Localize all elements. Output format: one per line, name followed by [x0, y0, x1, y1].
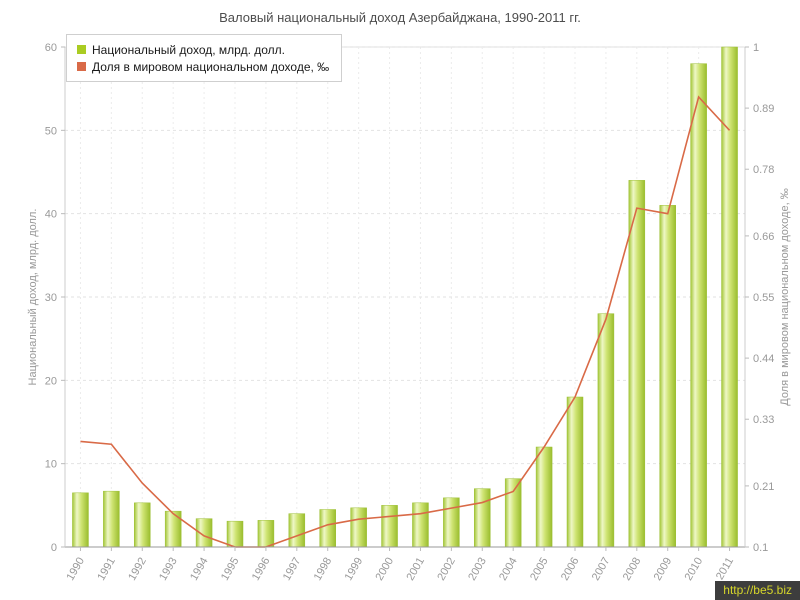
line-series-swatch — [77, 62, 86, 71]
x-tick-label: 1990 — [64, 556, 87, 583]
left-tick-label: 20 — [45, 375, 57, 387]
line-share — [80, 95, 731, 548]
x-tick-label: 2003 — [466, 556, 489, 583]
bar-series-label: Национальный доход, млрд. долл. — [92, 42, 285, 57]
left-tick-label: 0 — [51, 542, 57, 554]
x-tick-label: 2010 — [683, 556, 706, 583]
bar-1999 — [350, 507, 367, 548]
bar-2010 — [690, 63, 707, 548]
bar-1997 — [288, 513, 306, 548]
right-tick-label: 0.44 — [753, 353, 774, 365]
bar-2000 — [381, 505, 398, 548]
x-tick-label: 2001 — [404, 556, 427, 583]
x-tick-label: 1993 — [157, 556, 180, 583]
x-tick-label: 2011 — [714, 556, 736, 582]
bar-2003 — [474, 488, 491, 548]
x-tick-label: 2008 — [621, 556, 644, 583]
x-tick-label: 2002 — [435, 556, 458, 583]
left-tick-label: 40 — [45, 209, 57, 221]
x-tick-label: 1991 — [95, 556, 118, 583]
legend-item-share: Доля в мировом национальном доходе, ‰ — [77, 58, 329, 75]
left-axis-title: Национальный доход, млрд. долл. — [27, 209, 39, 386]
x-tick-label: 2000 — [374, 556, 397, 583]
right-tick-label: 0.1 — [753, 542, 768, 554]
bar-2002 — [443, 497, 460, 548]
x-tick-label: 2007 — [590, 556, 613, 583]
x-tick-label: 1997 — [281, 556, 304, 583]
left-tick-label: 60 — [45, 42, 57, 54]
bar-1993 — [164, 510, 182, 548]
x-tick-label: 2005 — [528, 556, 551, 583]
x-tick-label: 1998 — [312, 556, 335, 583]
left-tick-label: 30 — [45, 292, 57, 304]
bar-1992 — [134, 502, 151, 548]
right-tick-label: 0.21 — [753, 481, 774, 493]
bar-1991 — [103, 490, 120, 548]
x-tick-label: 2006 — [559, 556, 582, 583]
bar-1990 — [72, 492, 89, 548]
right-tick-label: 0.78 — [753, 164, 774, 176]
right-tick-label: 0.55 — [753, 292, 774, 304]
watermark-link[interactable]: http://be5.biz — [715, 581, 800, 600]
right-axis-title: Доля в мировом национальном доходе, ‰ — [779, 188, 791, 405]
x-tick-label: 1996 — [250, 556, 273, 583]
bar-2004 — [504, 478, 522, 548]
line-series-label: Доля в мировом национальном доходе, ‰ — [92, 59, 330, 74]
x-tick-label: 1994 — [188, 556, 211, 583]
x-tick-label: 1999 — [343, 556, 366, 583]
bar-2005 — [535, 446, 553, 548]
x-tick-label: 1992 — [126, 556, 149, 583]
right-tick-label: 1 — [753, 42, 759, 54]
bar-2007 — [597, 313, 615, 548]
bar-2009 — [659, 205, 676, 548]
right-tick-label: 0.66 — [753, 231, 774, 243]
bar-1995 — [226, 520, 244, 548]
chart-title: Валовый национальный доход Азербайджана,… — [219, 10, 581, 25]
bar-1998 — [319, 509, 336, 548]
left-tick-label: 10 — [45, 459, 57, 471]
legend-item-income: Национальный доход, млрд. долл. — [77, 41, 329, 58]
x-tick-label: 1995 — [219, 556, 242, 583]
bar-2006 — [566, 396, 584, 548]
bar-2001 — [412, 502, 429, 548]
bar-2011 — [721, 46, 738, 548]
bar-series-swatch — [77, 45, 86, 54]
right-tick-label: 0.89 — [753, 103, 774, 115]
bar-1996 — [257, 520, 275, 548]
right-tick-label: 0.33 — [753, 414, 774, 426]
x-tick-label: 2004 — [497, 556, 520, 583]
bar-2008 — [628, 180, 646, 548]
left-tick-label: 50 — [45, 125, 57, 137]
legend: Национальный доход, млрд. долл. Доля в м… — [66, 34, 343, 82]
x-tick-label: 2009 — [652, 556, 675, 583]
